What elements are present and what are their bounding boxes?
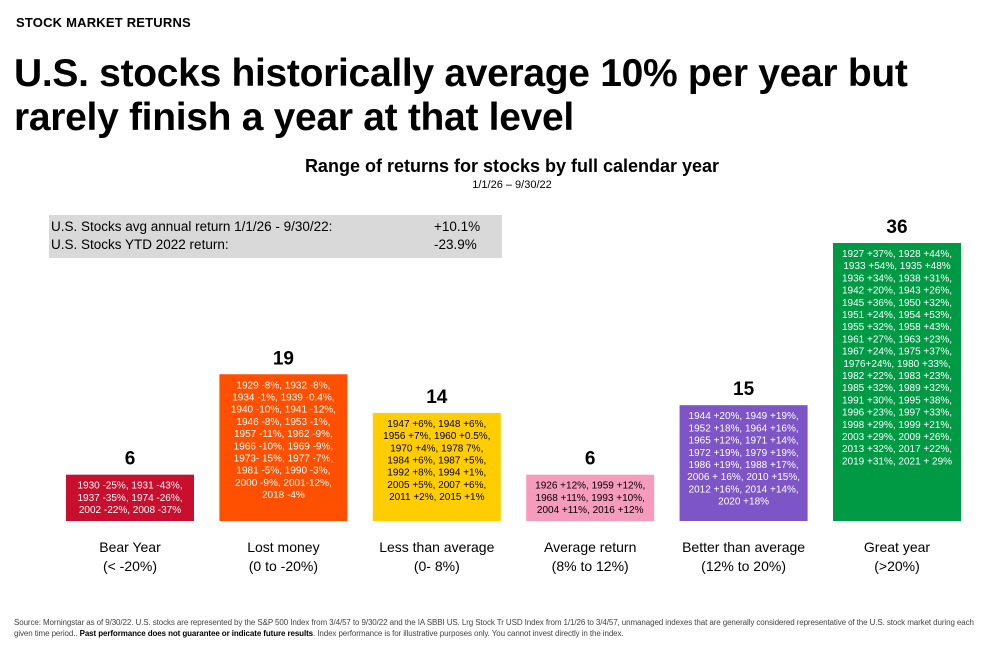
returns-bar-chart: 6 1930 -25%, 1931 -43%,1937 -35%, 1974 -2… [66, 217, 961, 574]
ytd-return-label: U.S. Stocks YTD 2022 return: [51, 237, 229, 252]
year-list-line-lost-money: 1966 -10%, 1969 -9%, [234, 441, 334, 452]
year-list-line-average-return: 2004 +11%, 2016 +12% [537, 505, 644, 516]
year-list-line-better-than-average: 1952 +18%, 1964 +16%, [689, 423, 799, 434]
year-list-line-great-year: 1961 +27%, 1963 +23%, [842, 334, 952, 345]
source-footnote: Source: Morningstar as of 9/30/22. U.S. … [14, 617, 976, 639]
year-list-line-great-year: 2019 +31%, 2021 + 29% [842, 456, 952, 467]
year-list-line-lost-money: 1981 -5%, 1990 -3%, [236, 466, 330, 477]
count-label-less-than-average: 14 [426, 387, 448, 408]
year-list-line-lost-money: 1940 -10%, 1941 -12%, [231, 405, 336, 416]
year-list-line-lost-money: 1934 -1%, 1939 -0.4%, [232, 392, 334, 403]
year-list-line-lost-money: 2018 -4% [262, 490, 305, 501]
chart-title: Range of returns for stocks by full cale… [304, 156, 720, 176]
page-headline: U.S. stocks historically average 10% per… [14, 52, 908, 139]
count-label-better-than-average: 15 [733, 379, 755, 400]
category-range-less-than-average: (0- 8%) [414, 558, 460, 574]
average-return-box: U.S. Stocks avg annual return 1/1/26 - 9… [49, 215, 502, 258]
count-label-great-year: 36 [886, 217, 907, 238]
year-list-line-better-than-average: 2006 + 16%, 2010 +15%, [687, 472, 800, 483]
year-list-line-great-year: 1976+24%, 1980 +33%, [843, 359, 950, 370]
year-list-line-better-than-average: 2020 +18% [718, 497, 769, 508]
count-label-lost-money: 19 [273, 348, 294, 369]
year-list-line-less-than-average: 1956 +7%, 1960 +0.5%, [383, 431, 490, 442]
year-list-line-better-than-average: 1972 +19%, 1979 +19%, [689, 448, 799, 459]
year-list-line-better-than-average: 2012 +16%, 2014 +14%, [689, 484, 799, 495]
count-label-average-return: 6 [585, 449, 596, 470]
ytd-return-row: U.S. Stocks YTD 2022 return: -23.9% [51, 236, 496, 254]
year-list-line-less-than-average: 1947 +6%, 1948 +6%, [387, 419, 486, 430]
category-label-average-return: Average return [544, 539, 636, 555]
year-list-line-great-year: 1967 +24%, 1975 +37%, [842, 347, 952, 358]
category-label-less-than-average: Less than average [379, 539, 494, 555]
year-list-line-great-year: 1985 +32%, 1989 +32%, [842, 383, 952, 394]
year-list-line-less-than-average: 2005 +5%, 2007 +6%, [387, 480, 486, 491]
category-label-great-year: Great year [864, 539, 930, 555]
category-range-better-than-average: (12% to 20%) [701, 558, 786, 574]
bar-average-return [526, 474, 655, 521]
year-list-line-lost-money: 1929 -8%, 1932 -8%, [236, 380, 330, 391]
year-list-line-lost-money: 1957 -11%, 1962 -9%, [234, 429, 333, 440]
year-list-line-great-year: 1996 +23%, 1997 +33%, [842, 408, 952, 419]
bar-lost-money [219, 374, 348, 521]
ytd-return-value: -23.9% [434, 237, 477, 252]
year-list-line-bear-year: 1937 -35%, 1974 -26%, [77, 493, 182, 504]
footnote-disclaimer: Past performance does not guarantee or i… [79, 629, 314, 638]
year-list-line-great-year: 1933 +54%, 1935 +48% [843, 261, 950, 272]
bar-less-than-average [372, 412, 501, 521]
year-list-line-better-than-average: 1965 +12%, 1971 +14%, [689, 436, 799, 447]
footnote-text: Source: Morningstar as of 9/30/22. U.S. … [14, 618, 974, 638]
year-list-line-bear-year: 2002 -22%, 2008 -37% [79, 505, 181, 516]
year-list-line-lost-money: 2000 -9%, 2001-12%, [235, 478, 332, 489]
avg-annual-return-value: +10.1% [434, 219, 481, 234]
avg-annual-return-row: U.S. Stocks avg annual return 1/1/26 - 9… [51, 218, 496, 236]
footnote-text-end: . Index performance is for illustrative … [313, 629, 624, 638]
year-list-line-less-than-average: 1984 +6%, 1987 +5%, [387, 455, 486, 466]
year-list-line-less-than-average: 1992 +8%, 1994 +1%, [387, 468, 486, 479]
bar-great-year [833, 243, 961, 521]
category-range-lost-money: (0 to -20%) [249, 558, 318, 574]
year-list-line-great-year: 1936 +34%, 1938 +31%, [842, 273, 952, 284]
year-list-line-better-than-average: 1944 +20%, 1949 +19%, [689, 411, 799, 422]
year-list-line-great-year: 2003 +29%, 2009 +26%, [842, 432, 952, 443]
year-list-line-great-year: 1942 +20%, 1943 +26%, [842, 286, 952, 297]
year-list-line-less-than-average: 2011 +2%, 2015 +1% [389, 492, 485, 503]
category-range-bear-year: (< -20%) [103, 558, 157, 574]
count-label-bear-year: 6 [125, 449, 136, 470]
year-list-line-great-year: 1991 +30%, 1995 +38%, [842, 395, 952, 406]
year-list-line-great-year: 1998 +29%, 1999 +21%, [842, 420, 952, 431]
year-list-line-bear-year: 1930 -25%, 1931 -43%, [77, 481, 182, 492]
bar-bear-year [66, 474, 194, 521]
year-list-line-great-year: 2013 +32%, 2017 +22%, [842, 444, 952, 455]
year-list-line-great-year: 1945 +36%, 1950 +32%, [842, 298, 952, 309]
year-list-line-great-year: 1951 +24%, 1954 +53%, [842, 310, 952, 321]
avg-annual-return-label: U.S. Stocks avg annual return 1/1/26 - 9… [51, 219, 333, 234]
year-list-line-better-than-average: 1986 +19%, 1988 +17%, [689, 460, 799, 471]
year-list-line-great-year: 1982 +22%, 1983 +23%, [842, 371, 952, 382]
year-list-line-less-than-average: 1970 +4%, 1978 7%, [390, 443, 483, 454]
year-list-line-great-year: 1927 +37%, 1928 +44%, [842, 249, 952, 260]
year-list-line-great-year: 1955 +32%, 1958 +43%, [842, 322, 952, 333]
chart-subtitle: 1/1/26 – 9/30/22 [472, 179, 552, 191]
bar-better-than-average [679, 405, 808, 521]
year-list-line-lost-money: 1973- 15%, 1977 -7%, [234, 453, 334, 464]
category-label-bear-year: Bear Year [99, 539, 161, 555]
category-range-average-return: (8% to 12%) [552, 558, 629, 574]
category-range-great-year: (>20%) [874, 558, 920, 574]
year-list-line-average-return: 1968 +11%, 1993 +10%, [536, 493, 645, 504]
year-list-line-lost-money: 1946 -8%, 1953 -1%, [236, 417, 330, 428]
year-list-line-average-return: 1926 +12%, 1959 +12%, [535, 481, 645, 492]
category-label-lost-money: Lost money [247, 539, 319, 555]
category-label-better-than-average: Better than average [682, 539, 805, 555]
section-kicker: STOCK MARKET RETURNS [16, 15, 191, 30]
